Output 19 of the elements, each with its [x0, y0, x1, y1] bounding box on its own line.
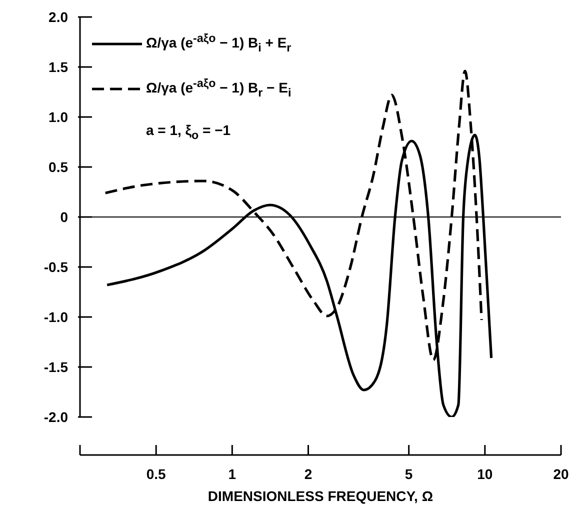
y-tick-label: -0.5 [44, 259, 68, 275]
x-tick-label: 20 [553, 466, 569, 482]
y-tick-label: 0 [60, 209, 68, 225]
legend-label: Ω/γa (e$^{-aξo}$ − 1) B$_{r}$ − E$_{i}$ [146, 76, 292, 102]
x-tick-label: 1 [228, 466, 236, 482]
y-tick-label: 0.5 [48, 159, 68, 175]
annotation: a = 1, ξ$_{o}$ = −1 [146, 120, 232, 144]
x-axis-title: DIMENSIONLESS FREQUENCY, Ω [208, 488, 434, 504]
x-tick-label: 0.5 [146, 466, 166, 482]
x-tick-label: 2 [304, 466, 312, 482]
y-tick-label: 1.0 [48, 109, 68, 125]
y-tick-label: -1.0 [44, 309, 68, 325]
y-tick-label: -2.0 [44, 409, 68, 425]
x-tick-label: 5 [404, 466, 413, 482]
y-tick-label: 1.5 [48, 59, 68, 75]
legend-label: Ω/γa (e$^{-aξo}$ − 1) B$_{i}$ + E$_{r}$ [146, 31, 292, 56]
y-tick-label: -1.5 [44, 359, 68, 375]
x-tick-label: 10 [477, 466, 493, 482]
y-tick-label: 2.0 [48, 9, 68, 25]
